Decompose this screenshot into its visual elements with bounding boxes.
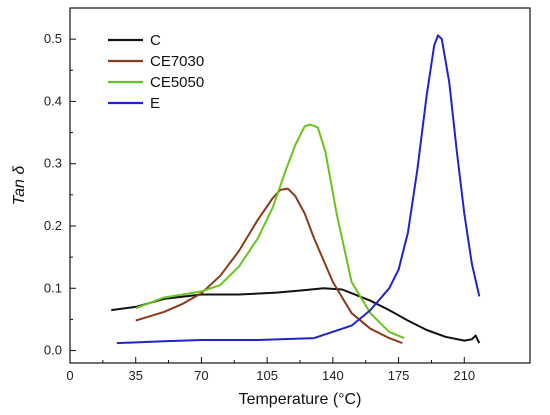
y-axis-title: Tan δ <box>11 165 28 206</box>
x-tick-label: 140 <box>322 368 344 383</box>
x-tick-label: 0 <box>66 368 73 383</box>
legend-label-c: C <box>150 32 161 49</box>
series-line-e <box>116 34 481 345</box>
y-tick-label: 0.5 <box>44 31 62 46</box>
series-lines <box>111 34 481 345</box>
x-axis-ticks: 0 35 70 105 140 175 210 <box>66 357 475 383</box>
y-tick-label: 0.0 <box>44 343 62 358</box>
x-axis-title: Temperature (°C) <box>239 391 362 408</box>
series-line-ce7030 <box>135 187 403 345</box>
y-axis-ticks: 0.0 0.1 0.2 0.3 0.4 0.5 <box>44 31 76 358</box>
y-tick-label: 0.4 <box>44 93 62 108</box>
x-tick-label: 210 <box>453 368 475 383</box>
x-tick-label: 70 <box>194 368 208 383</box>
legend-label-e: E <box>150 95 160 112</box>
y-tick-label: 0.3 <box>44 156 62 171</box>
y-tick-label: 0.1 <box>44 280 62 295</box>
x-tick-label: 105 <box>256 368 278 383</box>
legend-label-ce5050: CE5050 <box>150 74 204 91</box>
legend-label-ce7030: CE7030 <box>150 53 204 70</box>
series-line-c <box>111 287 481 344</box>
x-tick-label: 35 <box>128 368 142 383</box>
series-line-ce5050 <box>135 123 405 340</box>
legend: C CE7030 CE5050 E <box>108 32 204 112</box>
y-tick-label: 0.2 <box>44 218 62 233</box>
x-tick-label: 175 <box>388 368 410 383</box>
